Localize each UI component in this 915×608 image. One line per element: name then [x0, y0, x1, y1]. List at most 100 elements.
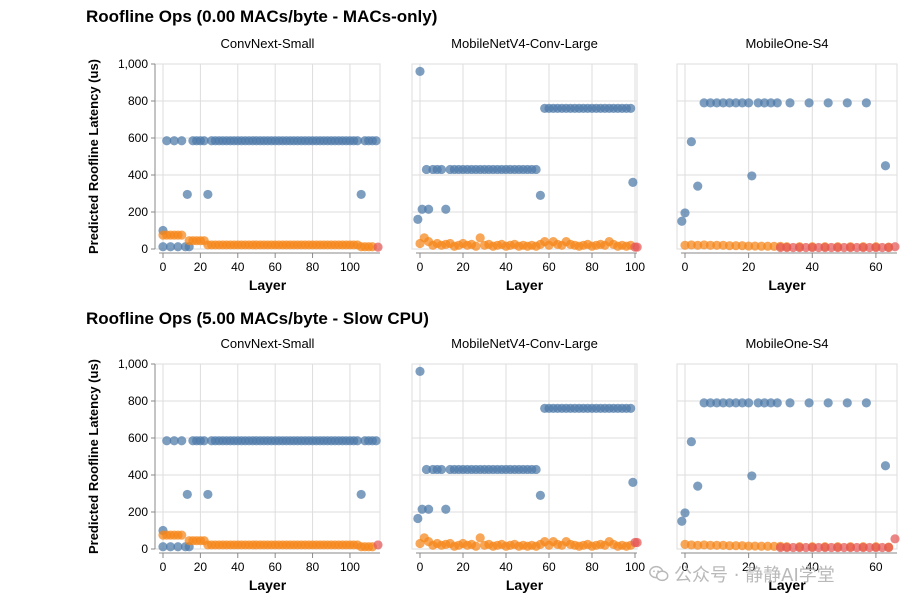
data-point-red: [826, 242, 836, 253]
data-point-blue: [162, 136, 172, 146]
data-point-red: [890, 242, 900, 252]
data-point-blue: [718, 98, 728, 108]
x-tick-label: 60: [542, 260, 556, 274]
subplot-title: MobileNetV4-Conv-Large: [451, 336, 598, 351]
x-tick-label: 40: [231, 560, 245, 574]
data-point-blue: [441, 504, 451, 514]
x-tick-label: 40: [499, 560, 513, 574]
data-point-blue: [165, 542, 176, 552]
x-tick-label: 80: [306, 260, 320, 274]
y-tick-label: 600: [128, 431, 148, 445]
data-point-orange: [731, 541, 741, 551]
plot-frame: [676, 363, 898, 550]
data-point-blue: [413, 214, 423, 224]
subplot-title: ConvNext-Small: [221, 336, 315, 351]
data-point-red: [632, 242, 642, 252]
data-point-red: [782, 242, 792, 253]
data-point-blue: [712, 398, 722, 408]
section-title: Roofline Ops (0.00 MACs/byte - MACs-only…: [86, 7, 437, 26]
watermark: 公众号 · 静静AI学堂: [648, 560, 908, 588]
data-point-blue: [415, 366, 425, 376]
data-point-blue: [880, 161, 891, 171]
data-point-blue: [842, 98, 852, 108]
data-point-blue: [842, 398, 852, 408]
data-point-red: [871, 242, 881, 253]
data-point-blue: [744, 98, 754, 108]
x-axis-label: Layer: [768, 577, 806, 593]
data-point-blue: [699, 398, 709, 408]
x-axis-label: Layer: [249, 277, 287, 293]
data-point-blue: [421, 164, 432, 175]
data-point-blue: [759, 98, 770, 108]
data-point-orange: [744, 241, 754, 251]
data-point-blue: [441, 204, 451, 214]
data-point-orange: [475, 533, 485, 543]
data-point-blue: [199, 136, 209, 146]
data-point-blue: [162, 436, 172, 446]
x-tick-label: 20: [742, 260, 756, 274]
data-point-orange: [177, 530, 187, 540]
x-tick-label: 0: [160, 260, 167, 274]
data-point-blue: [823, 98, 833, 108]
data-point-blue: [785, 98, 795, 108]
data-point-blue: [177, 436, 187, 446]
data-point-blue: [772, 98, 782, 108]
x-tick-label: 0: [682, 560, 689, 574]
data-point-red: [373, 540, 383, 550]
subplot-title: MobileOne-S4: [745, 36, 828, 51]
data-point-blue: [165, 242, 176, 252]
data-point-red: [858, 242, 868, 253]
data-point-blue: [352, 436, 363, 446]
data-point-blue: [177, 136, 187, 146]
data-point-blue: [415, 66, 425, 76]
data-point-blue: [677, 216, 687, 226]
data-point-blue: [753, 398, 763, 408]
wechat-icon: [649, 565, 669, 582]
data-point-orange: [744, 541, 754, 551]
x-tick-label: 100: [625, 260, 645, 274]
data-point-red: [794, 242, 805, 253]
data-point-orange: [705, 240, 716, 250]
data-point-red: [833, 542, 843, 553]
data-point-blue: [880, 461, 891, 471]
data-point-blue: [413, 513, 423, 524]
data-point-orange: [756, 541, 766, 551]
data-point-blue: [731, 398, 741, 408]
y-tick-label: 200: [128, 505, 148, 519]
data-point-red: [877, 542, 887, 553]
x-tick-label: 20: [194, 560, 208, 574]
y-tick-label: 400: [128, 168, 148, 182]
data-point-red: [890, 534, 900, 544]
data-point-blue: [169, 436, 179, 446]
data-point-red: [877, 242, 887, 253]
section-title: Roofline Ops (5.00 MACs/byte - Slow CPU): [86, 309, 429, 328]
data-point-orange: [712, 240, 722, 250]
y-tick-label: 1,000: [118, 57, 148, 71]
x-tick-label: 0: [682, 260, 689, 274]
data-point-orange: [724, 541, 735, 551]
data-point-blue: [737, 98, 747, 108]
data-point-blue: [424, 504, 434, 514]
data-point-blue: [804, 398, 814, 408]
y-axis-label: Predicted Roofline Latency (us): [86, 59, 101, 254]
data-point-red: [632, 537, 642, 548]
data-point-blue: [371, 136, 381, 146]
data-point-red: [794, 542, 805, 553]
data-point-red: [373, 242, 383, 252]
data-point-blue: [759, 398, 770, 408]
data-point-orange: [756, 241, 766, 251]
data-point-blue: [424, 204, 434, 214]
data-point-blue: [173, 242, 183, 252]
data-point-blue: [421, 464, 432, 475]
x-tick-label: 80: [585, 260, 599, 274]
data-point-blue: [804, 98, 814, 108]
data-point-blue: [823, 398, 833, 408]
data-point-blue: [371, 436, 381, 446]
data-point-blue: [686, 437, 696, 447]
data-point-red: [820, 542, 830, 553]
data-point-red: [864, 242, 875, 253]
data-point-red: [826, 542, 836, 553]
subplot-title: MobileOne-S4: [745, 336, 828, 351]
x-tick-label: 100: [340, 560, 360, 574]
data-point-blue: [861, 98, 871, 108]
